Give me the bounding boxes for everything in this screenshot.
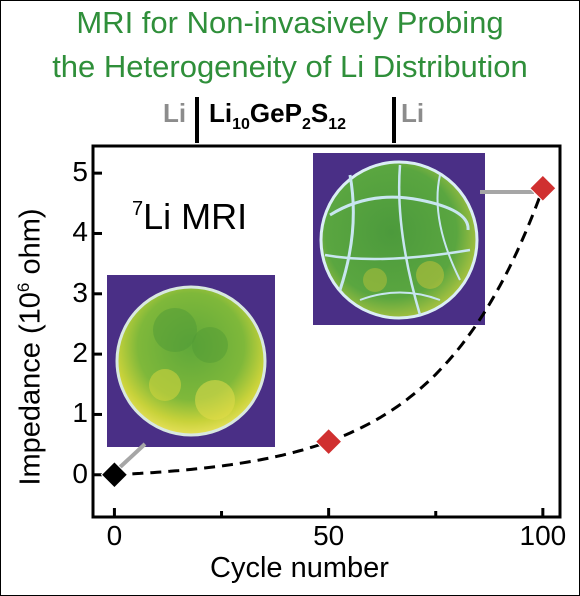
title-line-2: the Heterogeneity of Li Distribution [52,49,528,84]
electrolyte-gep: GeP [249,98,302,128]
y-tick-label: 3 [72,276,88,308]
y-tick-label: 5 [72,156,88,188]
y-tick-label: 0 [72,457,88,489]
mri-inset-cycle-0 [107,275,275,447]
mri-label: 7Li MRI [132,196,248,237]
cell-separator-right [392,97,396,143]
y-tick-label: 4 [72,216,88,248]
x-tick-label: 0 [106,520,123,551]
x-tick-label: 50 [313,520,345,551]
connector-inset-0 [116,442,147,471]
y-tick-label: 1 [72,397,88,429]
data-point-marker [314,427,343,456]
electrolyte-s: S [310,98,329,128]
cell-electrolyte: Li10GeP2S12 [209,98,346,142]
cell-left-label: Li [163,98,187,128]
x-tick-label: 100 [519,520,567,551]
cell-left-electrode: Li [163,98,186,142]
title-line-1: MRI for Non-invasively Probing [76,5,504,40]
x-axis-label: Cycle number [210,552,389,584]
y-tick-label: 2 [72,337,88,369]
electrolyte-li: Li [209,98,233,128]
tick-marks [93,171,545,517]
data-markers [100,174,557,489]
plot-frame [91,144,562,519]
data-point-marker [100,461,129,489]
cell-separator-left [195,97,199,143]
electrolyte-sub-2: 2 [301,116,311,133]
mri-inset-cycle-100 [313,153,485,325]
electrolyte-sub-10: 10 [232,116,250,133]
electrolyte-sub-12: 12 [328,116,346,133]
data-point-marker [529,174,557,202]
cell-right-electrode: Li [401,98,424,142]
cell-right-label: Li [401,98,425,128]
